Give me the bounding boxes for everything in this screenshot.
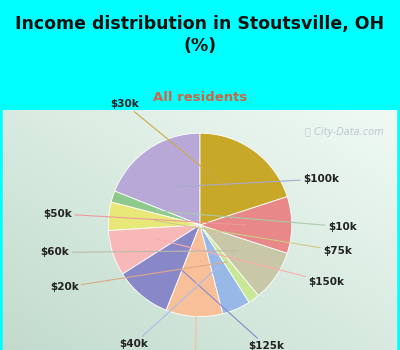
Wedge shape bbox=[108, 202, 200, 231]
Text: Income distribution in Stoutsville, OH
(%): Income distribution in Stoutsville, OH (… bbox=[16, 15, 384, 55]
Wedge shape bbox=[200, 133, 287, 225]
Wedge shape bbox=[111, 191, 200, 225]
Text: $150k: $150k bbox=[156, 239, 344, 287]
Wedge shape bbox=[200, 225, 287, 295]
Text: ⓘ City-Data.com: ⓘ City-Data.com bbox=[305, 127, 384, 137]
Text: $20k: $20k bbox=[50, 262, 227, 292]
Text: $30k: $30k bbox=[110, 99, 227, 188]
Wedge shape bbox=[200, 225, 249, 314]
Text: $200k: $200k bbox=[178, 271, 214, 350]
Wedge shape bbox=[166, 225, 223, 316]
Text: $125k: $125k bbox=[171, 260, 284, 350]
Text: $100k: $100k bbox=[174, 174, 339, 187]
Wedge shape bbox=[200, 197, 292, 253]
Text: All residents: All residents bbox=[153, 91, 247, 104]
Wedge shape bbox=[115, 133, 200, 225]
Text: $40k: $40k bbox=[120, 267, 218, 349]
Text: $10k: $10k bbox=[156, 211, 356, 232]
Text: $75k: $75k bbox=[154, 220, 352, 256]
Wedge shape bbox=[200, 225, 258, 302]
Wedge shape bbox=[108, 225, 200, 274]
Wedge shape bbox=[122, 225, 200, 310]
Text: $50k: $50k bbox=[44, 209, 246, 225]
Text: $60k: $60k bbox=[41, 247, 238, 257]
